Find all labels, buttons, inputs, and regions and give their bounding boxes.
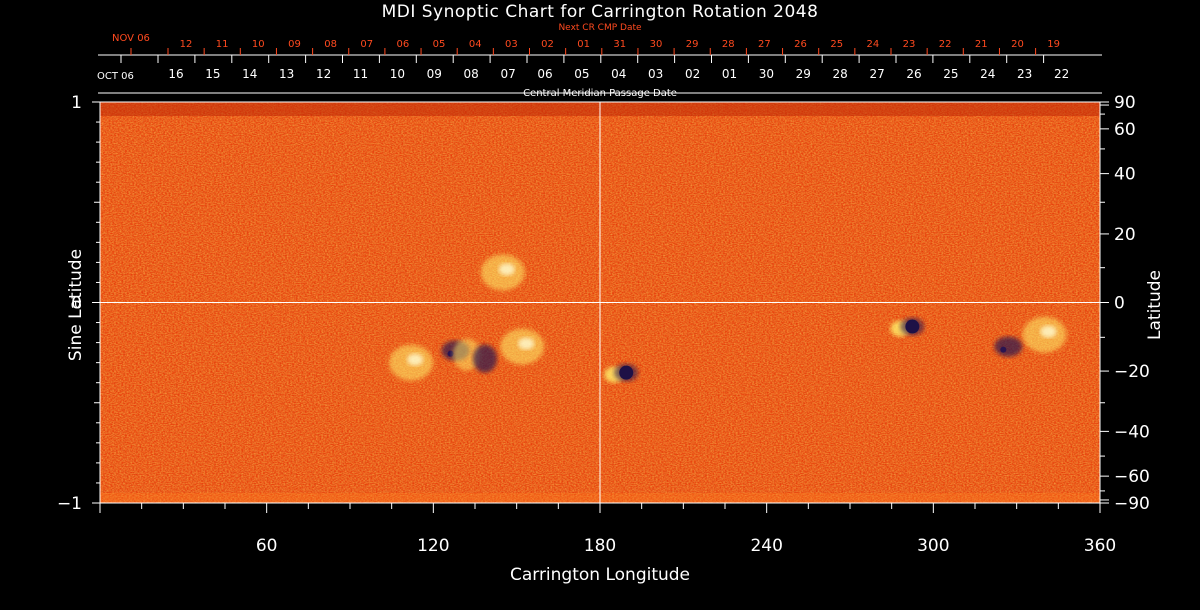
x-tick-label: 300 [917,536,949,556]
next-cr-date-label: 22 [939,39,952,50]
next-cr-start-label: NOV 06 [112,33,150,44]
next-cr-label: Next CR CMP Date [558,23,642,33]
cmp-date-label: 25 [943,67,958,81]
cmp-date-label: 13 [279,67,294,81]
y-left-tick-label: 1 [71,93,82,113]
next-cr-date-label: 31 [613,39,626,50]
positive-core [407,353,424,366]
next-cr-date-label: 19 [1047,39,1060,50]
negative-core [447,350,454,357]
cmp-date-label: 24 [980,67,995,81]
active-region-8 [1022,316,1067,353]
active-region-1 [389,344,434,381]
next-cr-date-label: 06 [397,39,410,50]
chart-title: MDI Synoptic Chart for Carrington Rotati… [381,2,819,22]
next-cr-date-label: 21 [975,39,988,50]
cmp-date-label: 11 [353,67,368,81]
next-cr-date-label: 03 [505,39,518,50]
next-cr-date-label: 08 [324,39,337,50]
next-cr-date-label: 12 [180,39,193,50]
next-cr-date-label: 25 [830,39,843,50]
next-cr-date-label: 09 [288,39,301,50]
next-cr-date-label: 04 [469,39,482,50]
active-region-6 [890,317,925,337]
next-cr-date-label: 07 [360,39,373,50]
next-cr-date-label: 05 [433,39,446,50]
y-right-tick-label: 40 [1114,165,1136,185]
y-right-tick-label: −40 [1114,422,1150,442]
next-cr-date-label: 23 [903,39,916,50]
active-region-7 [994,336,1023,357]
next-cr-date-label: 29 [686,39,699,50]
cmp-date-label: 16 [168,67,183,81]
next-cr-date-label: 20 [1011,39,1024,50]
cmp-date-label: 27 [869,67,884,81]
cmp-date-label: 06 [537,67,552,81]
positive-core [498,263,515,276]
cmp-date-label: 08 [464,67,479,81]
next-cr-date-label: 28 [722,39,735,50]
negative-patch [900,317,925,336]
negative-patch [994,336,1023,357]
top-axis-start-label: OCT 06 [97,71,134,82]
next-cr-date-label: 01 [577,39,590,50]
next-cr-date-label: 24 [866,39,879,50]
next-cr-date-label: 27 [758,39,771,50]
x-axis-label: Carrington Longitude [509,565,691,585]
next-cr-date-label: 30 [650,39,663,50]
cmp-date-label: 07 [500,67,515,81]
cmp-date-label: 02 [685,67,700,81]
negative-core [1000,346,1007,353]
y-right-tick-label: 60 [1114,120,1136,140]
x-tick-label: 360 [1084,536,1116,556]
cmp-date-label: 22 [1054,67,1069,81]
y-right-tick-label: −90 [1114,494,1150,514]
x-tick-label: 180 [584,536,616,556]
next-cr-date-label: 11 [216,39,229,50]
y-right-tick-label: −20 [1114,362,1150,382]
cmp-date-label: 14 [242,67,257,81]
active-region-3 [453,338,497,373]
cmp-date-label: 28 [833,67,848,81]
negative-patch [473,344,497,373]
cmp-date-label: 29 [796,67,811,81]
next-cr-date-label: 02 [541,39,554,50]
positive-core [1040,325,1057,338]
cmp-date-label: 04 [611,67,626,81]
cmp-date-label: 23 [1017,67,1032,81]
cmp-date-label: 30 [759,67,774,81]
x-tick-label: 120 [417,536,449,556]
x-tick-label: 60 [256,536,278,556]
active-region-5 [604,363,639,383]
y-left-tick-label: 0 [71,294,82,314]
y-right-tick-label: −60 [1114,467,1150,487]
y-right-tick-label: 90 [1114,93,1136,113]
cmp-date-label: 15 [205,67,220,81]
cmp-date-label: 03 [648,67,663,81]
cmp-date-label: 10 [390,67,405,81]
active-region-9 [480,254,525,291]
active-region-4 [500,328,545,365]
cmp-date-label: 05 [574,67,589,81]
negative-patch [614,363,639,382]
cmp-date-label: 12 [316,67,331,81]
cmp-date-label: 01 [722,67,737,81]
y-right-tick-label: 0 [1114,294,1125,314]
next-cr-date-label: 10 [252,39,265,50]
cmp-date-label: 09 [427,67,442,81]
cmp-date-label: 26 [906,67,921,81]
x-tick-label: 240 [750,536,782,556]
positive-core [518,337,535,350]
y-right-tick-label: 20 [1114,225,1136,245]
next-cr-date-label: 26 [794,39,807,50]
y-left-tick-label: −1 [57,494,82,514]
